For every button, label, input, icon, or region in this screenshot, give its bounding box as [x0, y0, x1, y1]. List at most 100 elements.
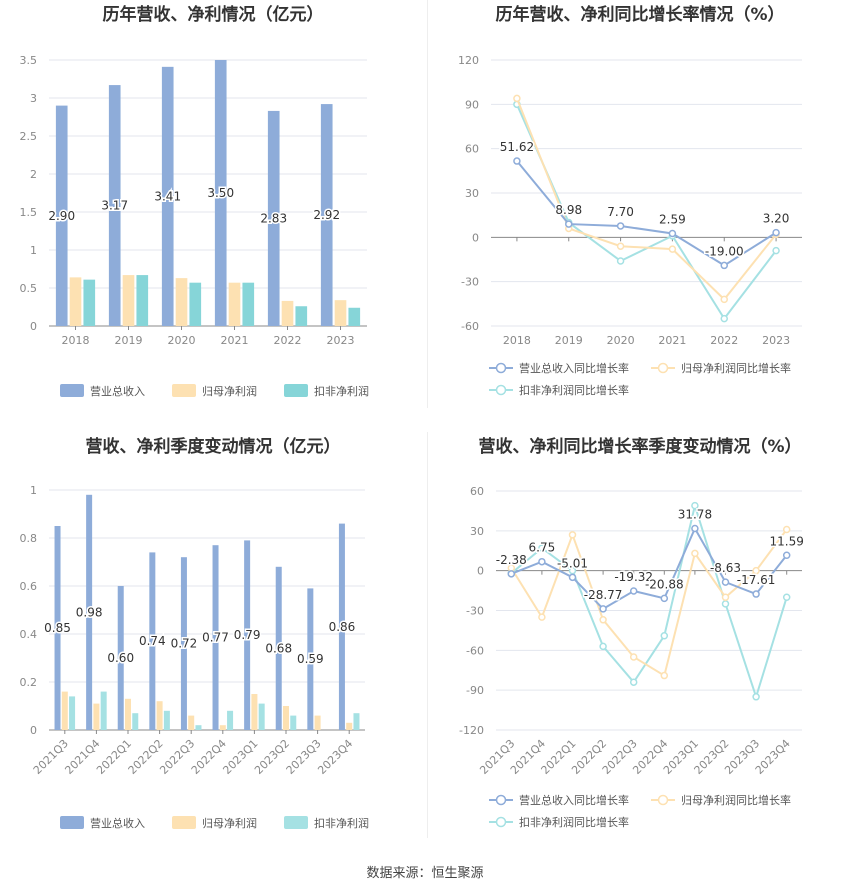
bar-net-profit — [61, 691, 68, 730]
bar-net-profit — [228, 282, 241, 326]
series-point — [599, 605, 607, 613]
series-point — [538, 557, 546, 566]
bar-value-label: 0.86 — [329, 620, 356, 634]
x-tick-label: 2019 — [555, 334, 583, 347]
series-point — [691, 549, 699, 558]
bar-net-profit — [282, 706, 290, 730]
y-tick-label: -90 — [466, 684, 484, 697]
series-point — [629, 678, 638, 686]
legend-label: 扣非净利润 — [314, 816, 369, 830]
series-point — [782, 525, 791, 534]
x-tick-label: 2021 — [658, 334, 686, 347]
bar-revenue — [214, 60, 227, 326]
bar-value-label: 3.17 — [101, 199, 128, 213]
y-tick-label: 0 — [30, 724, 37, 737]
bar-net-profit — [122, 275, 135, 326]
bar-value-label: 0.74 — [139, 634, 166, 648]
bar-net-profit — [156, 701, 163, 730]
chart-title: 营收、净利同比增长率季度变动情况（%） — [478, 436, 801, 457]
series-point — [720, 314, 728, 323]
y-tick-label: 3.5 — [20, 54, 38, 67]
annual-revenue-profit-svg: 历年营收、净利情况（亿元） 0 0.5 1 1.5 2 2.5 3 3.5 2018 2019 202… — [20, 4, 370, 398]
x-tick-label: 2021 — [221, 334, 249, 347]
bar-deducted-profit — [69, 696, 76, 730]
bar-revenue — [338, 523, 345, 730]
y-tick-label: 1 — [30, 484, 37, 497]
bar-value-label: 0.60 — [107, 651, 134, 665]
series-point — [772, 246, 780, 255]
y-tick-label: 0.5 — [20, 282, 38, 295]
series-line — [510, 528, 788, 678]
bar-revenue — [244, 540, 251, 730]
quarterly-growth-rate-svg: 营收、净利同比增长率季度变动情况（%）-120-90-60-3003060202… — [459, 436, 805, 829]
panel-divider-top — [427, 0, 428, 408]
bar-deducted-profit — [132, 713, 139, 730]
series-point — [772, 228, 780, 237]
bar-net-profit — [124, 698, 132, 730]
series-point — [568, 531, 577, 539]
y-tick-label: 0.2 — [20, 676, 38, 689]
x-tick-label: 2020 — [607, 334, 635, 347]
legend-label: 归母净利润 — [202, 384, 257, 398]
series-point — [720, 295, 728, 304]
bar-net-profit — [314, 715, 321, 730]
bar-deducted-profit — [100, 691, 107, 730]
y-tick-label: 0 — [477, 565, 484, 578]
bar-revenue — [149, 552, 156, 730]
bar-value-label: 0.77 — [202, 631, 229, 645]
series-point — [782, 593, 791, 601]
chart-title: 历年营收、净利情况（亿元） — [103, 4, 324, 25]
series-line — [515, 98, 777, 301]
y-tick-label: -120 — [459, 724, 484, 737]
y-tick-label: 0.4 — [20, 628, 38, 641]
bar-net-profit — [219, 725, 226, 730]
series-point — [616, 242, 625, 250]
legend-swatch-marker — [495, 362, 507, 374]
point-value-label: 31.78 — [678, 507, 712, 521]
chart-title: 营收、净利季度变动情况（亿元） — [86, 436, 341, 457]
y-tick-label: 2.5 — [20, 130, 38, 143]
x-tick-label: 2018 — [62, 334, 90, 347]
bar-value-label: 2.90 — [48, 209, 75, 223]
bar-value-label: 3.50 — [207, 186, 234, 200]
bar-revenue — [86, 494, 93, 730]
bar-deducted-profit — [258, 703, 265, 730]
series-point — [668, 245, 677, 253]
bar-deducted-profit — [348, 307, 361, 326]
legend-label: 营业总收入 — [90, 384, 145, 398]
legend-swatch — [284, 816, 308, 829]
point-value-label: 11.59 — [770, 534, 804, 548]
series-point — [568, 573, 577, 582]
bar-net-profit — [188, 715, 195, 730]
series-point — [513, 94, 521, 103]
bar-net-profit — [175, 278, 188, 326]
y-tick-label: 0 — [30, 320, 37, 333]
x-tick-label: 2019 — [115, 334, 143, 347]
y-tick-label: 3 — [30, 92, 37, 105]
series-point — [565, 220, 573, 228]
bar-value-label: 0.79 — [234, 628, 261, 642]
annual-growth-rate-chart: 历年营收、净利同比增长率情况（%） -60 -30 0 30 60 90 120 2018 201… — [427, 0, 850, 410]
bar-value-label: 0.59 — [297, 652, 324, 666]
bar-revenue — [212, 545, 219, 730]
bar-value-label: 0.85 — [44, 621, 71, 635]
legend-swatch — [284, 384, 308, 397]
y-tick-label: -60 — [461, 320, 479, 333]
legend-swatch — [60, 816, 84, 829]
y-tick-label: 2 — [30, 168, 37, 181]
bar-value-label: 2.92 — [313, 208, 340, 222]
bar-revenue — [108, 85, 121, 326]
legend-label: 营业总收入同比增长率 — [519, 361, 629, 375]
bar-net-profit — [346, 722, 353, 730]
point-value-label: -2.38 — [496, 553, 527, 567]
series-line — [510, 501, 788, 701]
y-tick-label: 0 — [472, 231, 479, 244]
bar-value-label: 3.41 — [154, 189, 181, 203]
bar-value-label: 2.83 — [260, 211, 287, 225]
y-tick-label: 90 — [465, 98, 479, 111]
bar-value-label: 0.98 — [76, 605, 103, 619]
quarterly-revenue-profit-svg: 营收、净利季度变动情况（亿元）00.20.40.60.812021Q32021Q… — [20, 436, 370, 830]
bar-deducted-profit — [295, 306, 308, 326]
point-value-label: 51.62 — [500, 140, 534, 154]
legend-label: 归母净利润同比增长率 — [681, 793, 791, 807]
